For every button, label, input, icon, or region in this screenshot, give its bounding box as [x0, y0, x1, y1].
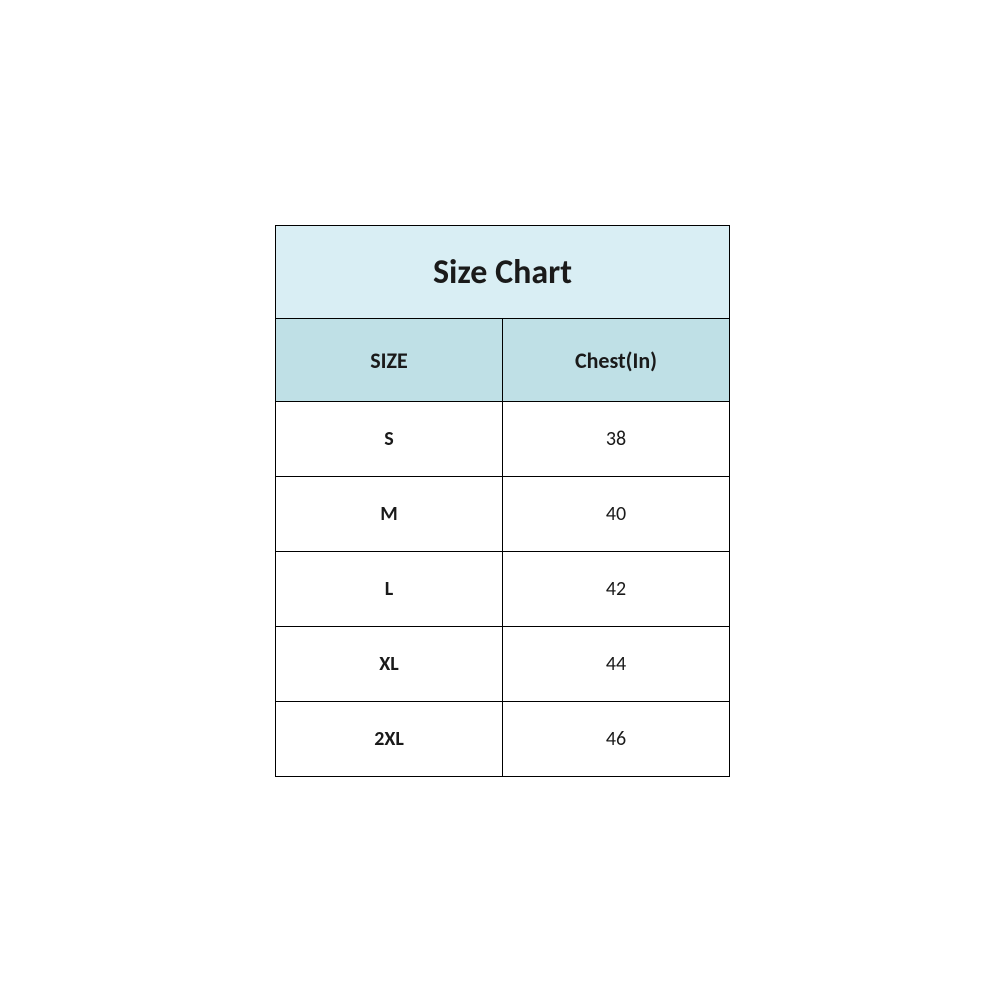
value-cell: 38	[503, 402, 730, 477]
size-cell: M	[276, 477, 503, 552]
size-cell: 2XL	[276, 702, 503, 777]
title-row: Size Chart	[276, 226, 730, 319]
size-cell: L	[276, 552, 503, 627]
table-row: L 42	[276, 552, 730, 627]
table-row: M 40	[276, 477, 730, 552]
size-cell: XL	[276, 627, 503, 702]
column-header-size: SIZE	[276, 319, 503, 402]
table-row: S 38	[276, 402, 730, 477]
column-header-chest: Chest(In)	[503, 319, 730, 402]
size-cell: S	[276, 402, 503, 477]
canvas: Size Chart SIZE Chest(In) S 38 M 40 L 42…	[0, 0, 1000, 1000]
size-chart-table: Size Chart SIZE Chest(In) S 38 M 40 L 42…	[275, 225, 730, 777]
table-title: Size Chart	[276, 226, 730, 319]
table-row: 2XL 46	[276, 702, 730, 777]
table-row: XL 44	[276, 627, 730, 702]
value-cell: 42	[503, 552, 730, 627]
header-row: SIZE Chest(In)	[276, 319, 730, 402]
value-cell: 46	[503, 702, 730, 777]
value-cell: 40	[503, 477, 730, 552]
value-cell: 44	[503, 627, 730, 702]
